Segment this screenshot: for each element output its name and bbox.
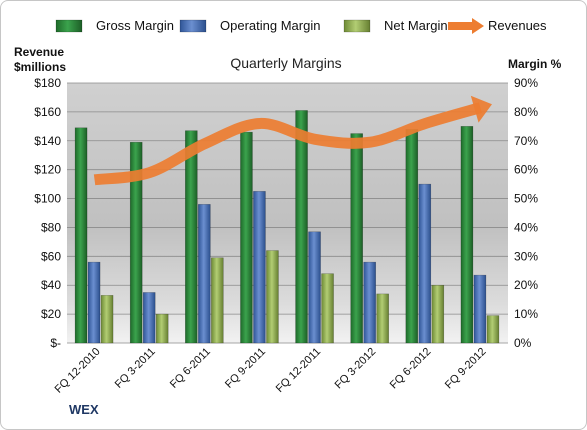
bar-operating-margin xyxy=(418,183,432,344)
left-tick-label: $180 xyxy=(34,76,61,90)
category-label: FQ 3-2012 xyxy=(333,346,379,392)
bar-operating-margin xyxy=(253,191,266,344)
bar-operating-margin xyxy=(363,261,376,344)
legend-swatch-net-margin xyxy=(343,19,371,33)
bar-gross-margin xyxy=(350,133,363,344)
bar-gross-margin xyxy=(129,141,143,344)
bar-net-margin xyxy=(431,284,445,344)
bar-gross-margin xyxy=(240,131,253,344)
right-tick-label: 0% xyxy=(514,336,532,350)
left-axis-title-line2: $millions xyxy=(14,60,66,74)
legend-arrow xyxy=(472,18,484,34)
left-tick-label: $80 xyxy=(41,220,61,234)
bar-net-margin xyxy=(100,295,114,344)
revenue-series-line xyxy=(93,102,482,186)
bar-net-margin xyxy=(376,293,389,344)
legend-swatch-gross-margin xyxy=(55,19,83,33)
bar-net-margin xyxy=(266,250,279,344)
bar-operating-margin xyxy=(142,292,156,344)
legend: Gross Margin Operating Margin Net Margin Re… xyxy=(55,18,547,34)
category-label: FQ 9-2011 xyxy=(223,346,268,391)
category-label: FQ 6-2012 xyxy=(388,346,434,392)
category-label: FQ 3-2011 xyxy=(113,346,158,391)
bar-operating-margin xyxy=(473,274,487,344)
bar-net-margin xyxy=(321,273,334,344)
legend-label: Operating Margin xyxy=(220,18,320,33)
bar-operating-margin xyxy=(198,204,211,344)
revenue-line xyxy=(93,95,492,186)
category-label: FQ 12-2010 xyxy=(53,346,103,396)
right-tick-label: 40% xyxy=(514,220,538,234)
category-label: FQ 9-2012 xyxy=(443,346,489,392)
legend-label: Net Margin xyxy=(384,18,448,33)
legend-label: Gross Margin xyxy=(96,18,174,33)
bar-net-margin xyxy=(155,313,169,344)
left-tick-label: $160 xyxy=(34,105,61,119)
bar-gross-margin xyxy=(74,127,88,344)
legend-label: Revenues xyxy=(488,18,547,33)
bar-net-margin xyxy=(211,257,224,344)
right-tick-label: 10% xyxy=(514,307,538,321)
bars xyxy=(74,110,500,344)
left-tick-label: $60 xyxy=(41,249,61,263)
right-tick-label: 50% xyxy=(514,192,538,206)
left-tick-label: $20 xyxy=(41,307,61,321)
right-tick-label: 60% xyxy=(514,163,538,177)
left-tick-label: $140 xyxy=(34,134,61,148)
right-tick-label: 20% xyxy=(514,278,538,292)
right-tick-label: 70% xyxy=(514,134,538,148)
bar-gross-margin xyxy=(460,126,474,344)
bar-gross-margin xyxy=(405,128,419,344)
left-tick-label: $100 xyxy=(34,192,61,206)
left-tick-label: $120 xyxy=(34,163,61,177)
chart-title: Quarterly Margins xyxy=(230,55,341,71)
bar-gross-margin xyxy=(295,110,308,344)
bar-gross-margin xyxy=(185,130,198,344)
right-tick-label: 90% xyxy=(514,76,538,90)
bar-net-margin xyxy=(486,315,500,344)
revenue-arrowhead xyxy=(470,95,492,123)
right-tick-label: 80% xyxy=(514,105,538,119)
right-axis-title: Margin % xyxy=(508,57,562,71)
category-label: FQ 12-2011 xyxy=(274,346,323,395)
legend-swatch-operating-margin xyxy=(179,19,207,33)
category-label: FQ 6-2011 xyxy=(168,346,213,391)
bar-operating-margin xyxy=(308,231,321,344)
left-tick-label: $- xyxy=(50,336,61,350)
left-axis-title-line1: Revenue xyxy=(14,45,64,59)
right-tick-label: 30% xyxy=(514,249,538,263)
left-tick-label: $40 xyxy=(41,278,61,292)
watermark: WEX xyxy=(69,402,99,417)
bar-operating-margin xyxy=(87,261,101,344)
